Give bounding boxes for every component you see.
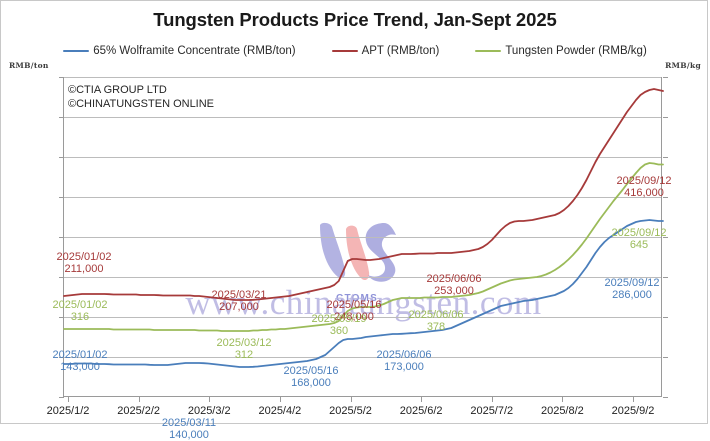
y-tick-mark-left: [59, 237, 64, 238]
y-tick-mark-right: [663, 397, 668, 398]
gridline: [64, 357, 661, 358]
y-tick-mark-left: [59, 397, 64, 398]
gridline: [64, 317, 661, 318]
series-lines: [63, 88, 664, 368]
plot-area: ©CTIA GROUP LTD ©CHINATUNGSTEN ONLINE CT…: [47, 77, 672, 441]
y-axis-unit-right: RMB/kg: [665, 61, 701, 70]
x-tick-mark: [279, 397, 281, 402]
y-tick-mark-right: [663, 77, 668, 78]
legend-item-blue[interactable]: 65% Wolframite Concentrate (RMB/ton): [63, 45, 296, 57]
chart-legend: 65% Wolframite Concentrate (RMB/ton) APT…: [1, 45, 709, 57]
y-tick-mark-right: [663, 157, 668, 158]
copyright-notice: ©CTIA GROUP LTD ©CHINATUNGSTEN ONLINE: [68, 83, 214, 111]
y-tick-mark-left: [59, 157, 64, 158]
gridline: [64, 157, 661, 158]
gridline: [64, 117, 661, 118]
legend-swatch-blue: [63, 49, 90, 53]
x-tick-label: 2025/4/2: [258, 405, 302, 417]
legend-label-green: Tungsten Powder (RMB/kg): [505, 45, 647, 57]
gridline: [64, 77, 661, 78]
y-tick-mark-right: [663, 357, 668, 358]
legend-item-red[interactable]: APT (RMB/ton): [331, 45, 440, 57]
y-tick-mark-left: [59, 277, 64, 278]
y-tick-mark-right: [663, 117, 668, 118]
legend-item-green[interactable]: Tungsten Powder (RMB/kg): [475, 45, 647, 57]
gridline: [64, 197, 661, 198]
x-tick-label: 2025/7/2: [470, 405, 514, 417]
x-tick-label: 2025/6/2: [399, 405, 443, 417]
y-tick-mark-left: [59, 357, 64, 358]
x-tick-label: 2025/2/2: [117, 405, 161, 417]
x-tick-label: 2025/5/2: [329, 405, 372, 417]
y-tick-mark-left: [59, 77, 64, 78]
series-line-1: [63, 88, 664, 301]
gridline: [64, 237, 661, 238]
y-axis-unit-left: RMB/ton: [9, 61, 49, 70]
y-tick-mark-right: [663, 277, 668, 278]
gridline: [64, 277, 661, 278]
y-tick-mark-right: [663, 237, 668, 238]
legend-swatch-green: [475, 49, 502, 53]
x-tick-mark: [421, 397, 423, 402]
x-tick-mark: [633, 397, 634, 402]
y-tick-mark-left: [59, 317, 64, 318]
annotation-date: 2025/03/11: [161, 417, 217, 429]
page-title: Tungsten Products Price Trend, Jan-Sept …: [153, 9, 557, 30]
y-tick-mark-right: [663, 197, 668, 198]
x-tick-mark: [491, 397, 493, 402]
y-tick-mark-right: [663, 317, 668, 318]
point-annotation: 2025/03/11 140,000: [162, 417, 216, 441]
x-tick-label: 2025/1/2: [46, 405, 90, 417]
y-tick-mark-left: [59, 197, 64, 198]
x-tick-label: 2025/8/2: [540, 405, 584, 417]
y-tick-mark-left: [59, 117, 64, 118]
legend-label-red: APT (RMB/ton): [361, 45, 440, 57]
x-tick-label: 2025/3/2: [187, 405, 231, 417]
series-line-0: [63, 219, 664, 368]
copyright-line-2: ©CHINATUNGSTEN ONLINE: [68, 98, 215, 110]
x-tick-mark: [209, 397, 211, 402]
x-tick-mark: [68, 397, 69, 402]
legend-swatch-red: [331, 49, 358, 53]
x-tick-mark: [138, 397, 140, 402]
legend-label-blue: 65% Wolframite Concentrate (RMB/ton): [93, 45, 296, 57]
annotation-value: 140,000: [169, 429, 209, 441]
x-tick-mark: [562, 397, 564, 402]
x-tick-label: 2025/9/2: [611, 405, 655, 417]
series-line-2: [63, 162, 664, 332]
x-tick-mark: [350, 397, 352, 402]
copyright-line-1: ©CTIA GROUP LTD: [68, 84, 167, 96]
